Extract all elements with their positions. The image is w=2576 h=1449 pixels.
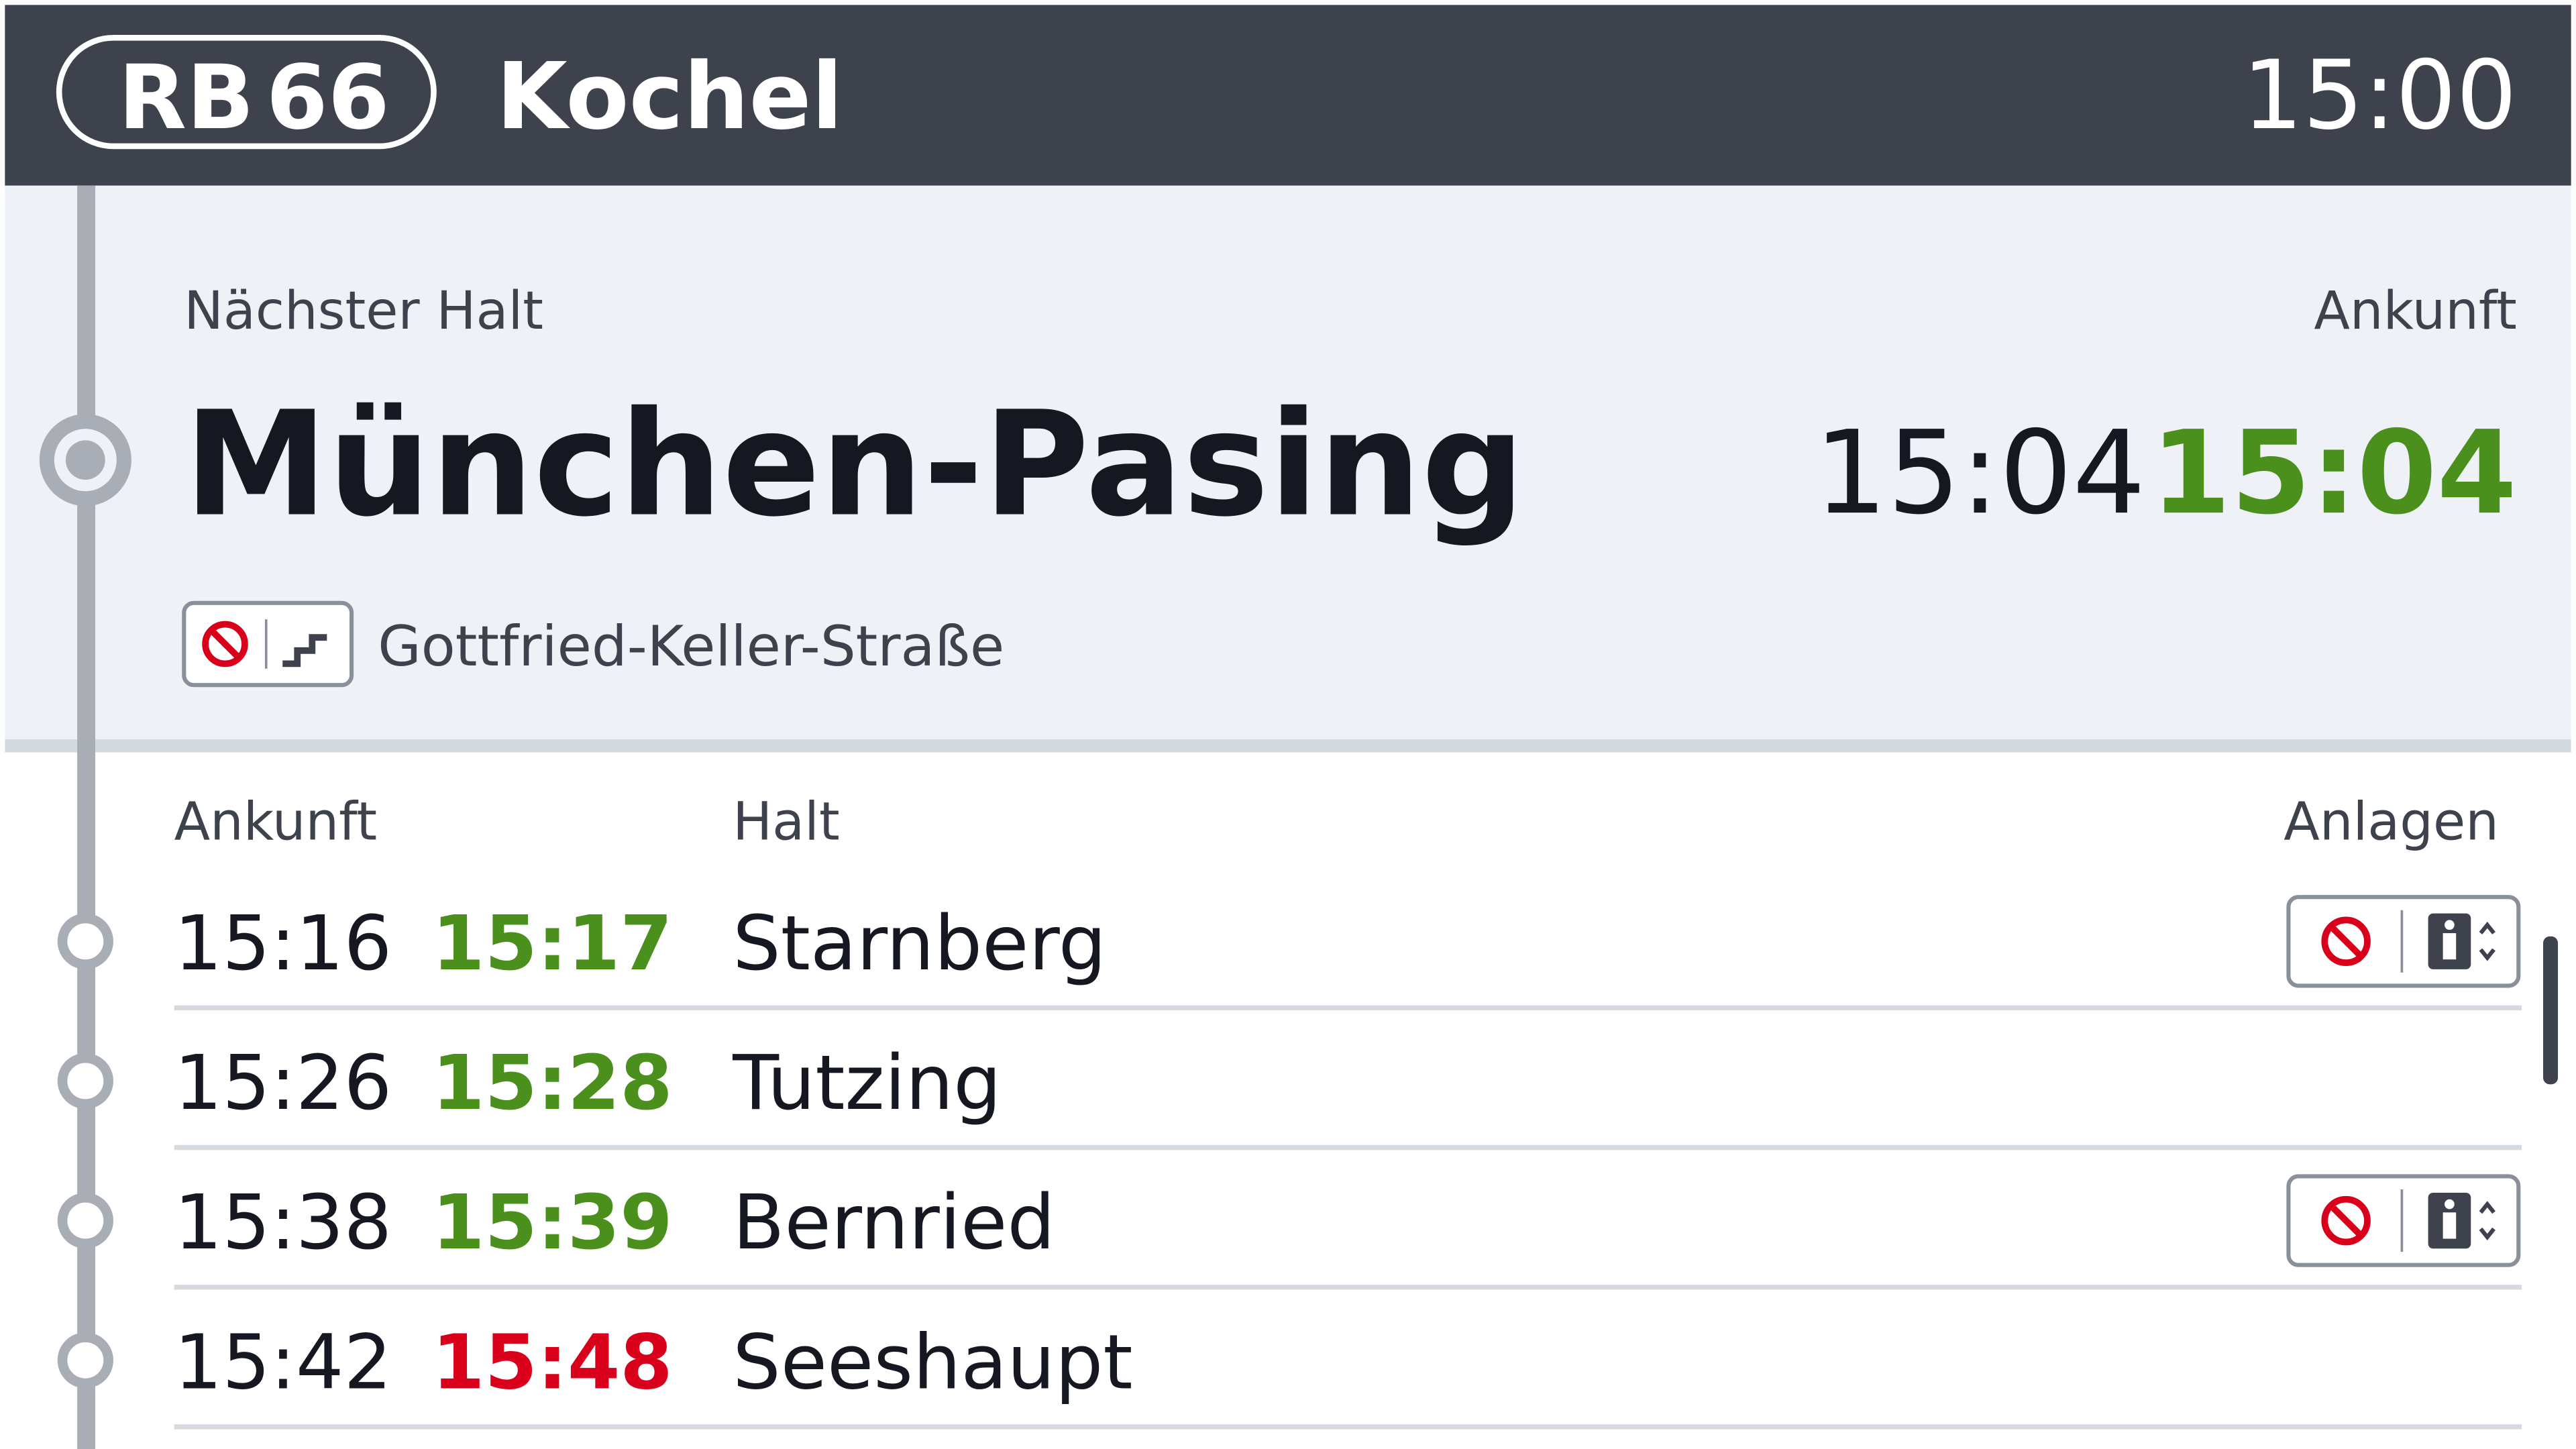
next-stop-actual: 15:04: [2151, 407, 2517, 540]
line-badge: [56, 35, 437, 150]
row-separator: [174, 1285, 2522, 1290]
column-header: Ankunft: [174, 791, 377, 852]
next-stop-name: München-Pasing: [184, 380, 1525, 549]
next-stop-scheduled: 15:04: [1814, 407, 2145, 540]
stop-marker: [57, 1192, 113, 1249]
destination: Kochel: [496, 44, 843, 150]
stop-marker: [57, 913, 113, 969]
separator: [5, 739, 2571, 753]
route-line: [77, 185, 96, 1449]
next-stop-label: Nächster Halt: [184, 280, 543, 341]
scheduled-time: 15:26: [174, 1038, 392, 1127]
stop-name: Tutzing: [732, 1038, 1002, 1127]
actual-time: 15:28: [432, 1038, 673, 1127]
scheduled-time: 15:38: [174, 1178, 392, 1267]
clock: 15:00: [2243, 40, 2517, 151]
arrival-label: Ankunft: [2314, 280, 2517, 341]
stop-list: 15:16 15:17 Starnberg 15:26 15:28 Tutzing 15:3…: [57, 899, 2522, 1430]
scheduled-time: 15:16: [174, 899, 392, 987]
exit-icons: [182, 600, 354, 688]
stop-marker: [57, 1332, 113, 1389]
line-number: 66: [266, 46, 390, 150]
exit-name: Gottfried-Keller-Straße: [378, 614, 1004, 679]
current-stop-marker-dot: [65, 440, 105, 480]
actual-time: 15:17: [432, 899, 673, 987]
column-header: Anlagen: [2284, 791, 2499, 852]
stop-name: Seeshaupt: [733, 1318, 1132, 1406]
stop-name: Bernried: [733, 1178, 1055, 1267]
header-bar: [5, 5, 2571, 186]
stop-marker: [57, 1053, 113, 1110]
row-separator: [174, 1424, 2522, 1430]
actual-time: 15:39: [432, 1178, 673, 1267]
scheduled-time: 15:42: [174, 1318, 392, 1406]
stop-name: Starnberg: [733, 899, 1106, 987]
column-header: Halt: [733, 791, 839, 852]
facility-icons: [2286, 895, 2521, 1267]
line-type: RB: [118, 46, 254, 150]
actual-time: 15:48: [432, 1318, 673, 1406]
row-separator: [174, 1005, 2522, 1011]
scrollbar[interactable]: [2543, 936, 2559, 1085]
row-separator: [174, 1144, 2522, 1150]
next-stop-panel: [5, 185, 2571, 740]
